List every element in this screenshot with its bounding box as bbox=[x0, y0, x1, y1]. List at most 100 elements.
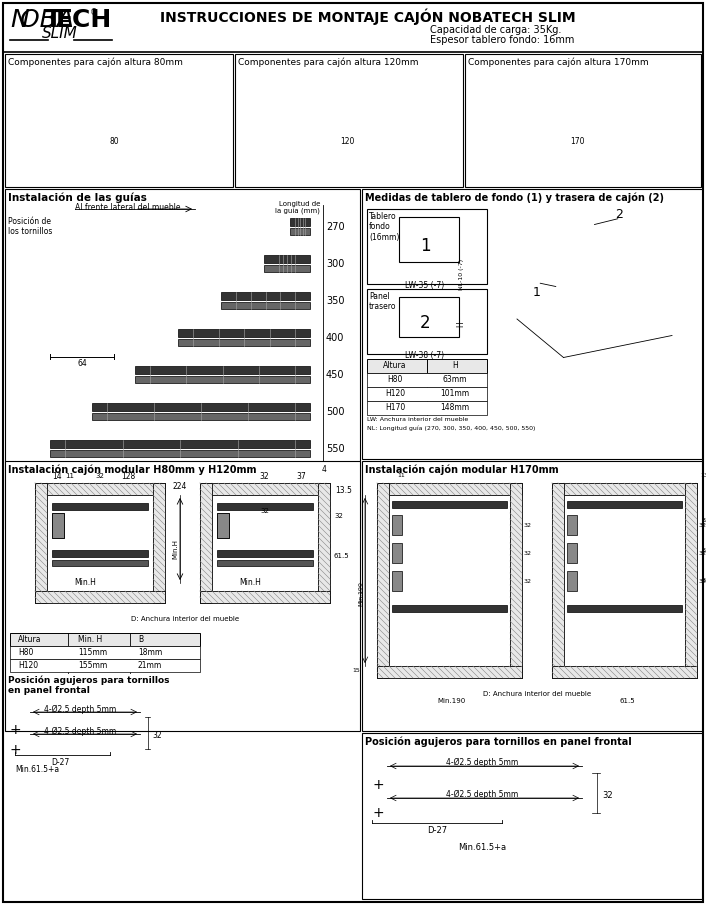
Polygon shape bbox=[264, 84, 270, 108]
Bar bbox=[367, 209, 487, 284]
Text: H80: H80 bbox=[18, 648, 33, 657]
Circle shape bbox=[56, 442, 60, 446]
Circle shape bbox=[282, 220, 286, 224]
Circle shape bbox=[300, 230, 304, 233]
Polygon shape bbox=[260, 67, 335, 82]
Text: 15: 15 bbox=[352, 668, 360, 673]
Bar bbox=[377, 483, 389, 678]
Bar bbox=[35, 483, 47, 603]
Bar bbox=[377, 483, 522, 495]
Circle shape bbox=[112, 415, 116, 419]
Bar bbox=[217, 503, 313, 510]
Polygon shape bbox=[30, 74, 105, 89]
Circle shape bbox=[300, 452, 304, 456]
Bar bbox=[217, 513, 229, 538]
Circle shape bbox=[290, 230, 294, 233]
Bar bbox=[318, 483, 330, 603]
Circle shape bbox=[288, 331, 292, 335]
Circle shape bbox=[294, 452, 298, 456]
Text: Min.61.5+a: Min.61.5+a bbox=[458, 843, 506, 852]
Text: LW-38 (-7): LW-38 (-7) bbox=[405, 351, 444, 360]
Text: +: + bbox=[9, 723, 20, 737]
Text: 61.5: 61.5 bbox=[334, 553, 349, 559]
Circle shape bbox=[288, 257, 292, 261]
Bar bbox=[399, 297, 459, 337]
Text: +: + bbox=[372, 778, 383, 792]
Circle shape bbox=[141, 378, 145, 382]
Text: 300: 300 bbox=[326, 259, 345, 269]
Circle shape bbox=[54, 522, 62, 530]
Text: 4-Ø2.5 depth 5mm: 4-Ø2.5 depth 5mm bbox=[44, 705, 116, 714]
Circle shape bbox=[294, 267, 298, 271]
Text: N: N bbox=[10, 8, 29, 32]
Bar bbox=[392, 515, 402, 535]
Text: H120: H120 bbox=[385, 389, 405, 398]
Bar bbox=[200, 483, 212, 603]
Polygon shape bbox=[495, 84, 510, 142]
Text: 224: 224 bbox=[173, 482, 187, 491]
Text: LW: Anchura interior del mueble: LW: Anchura interior del mueble bbox=[367, 417, 468, 422]
Circle shape bbox=[288, 368, 292, 372]
Polygon shape bbox=[35, 145, 100, 155]
Circle shape bbox=[56, 452, 60, 456]
Circle shape bbox=[300, 405, 304, 409]
Polygon shape bbox=[495, 132, 565, 147]
Text: 4: 4 bbox=[322, 465, 327, 474]
Circle shape bbox=[290, 378, 294, 382]
Circle shape bbox=[159, 368, 163, 372]
Text: 500: 500 bbox=[326, 407, 345, 417]
Text: Capacidad de carga: 35Kg.: Capacidad de carga: 35Kg. bbox=[430, 25, 561, 35]
Text: 4-Ø2.5 depth 5mm: 4-Ø2.5 depth 5mm bbox=[446, 758, 518, 767]
Polygon shape bbox=[517, 197, 672, 258]
Text: 128: 128 bbox=[121, 472, 135, 481]
Bar bbox=[52, 503, 148, 510]
Text: 32: 32 bbox=[602, 791, 613, 800]
Text: Posición agujeros para tornillos
en panel frontal: Posición agujeros para tornillos en pane… bbox=[8, 675, 169, 695]
Circle shape bbox=[198, 405, 203, 409]
Circle shape bbox=[306, 230, 310, 233]
Text: Min.190: Min.190 bbox=[358, 581, 363, 605]
Bar bbox=[10, 659, 200, 672]
Circle shape bbox=[290, 452, 294, 456]
Bar bbox=[217, 560, 313, 566]
Text: D: Anchura interior del mueble: D: Anchura interior del mueble bbox=[131, 616, 239, 622]
Bar bbox=[362, 733, 702, 899]
Circle shape bbox=[62, 442, 66, 446]
Bar bbox=[221, 292, 310, 300]
Text: 2: 2 bbox=[615, 208, 623, 221]
Circle shape bbox=[393, 577, 401, 585]
Circle shape bbox=[276, 257, 280, 261]
Text: 18mm: 18mm bbox=[138, 648, 162, 657]
Bar bbox=[377, 666, 522, 678]
Text: H80: H80 bbox=[388, 375, 402, 384]
Text: 32: 32 bbox=[260, 508, 269, 514]
Bar bbox=[217, 513, 229, 538]
Polygon shape bbox=[517, 219, 563, 357]
Circle shape bbox=[198, 341, 202, 345]
Bar bbox=[235, 54, 463, 187]
Bar bbox=[367, 289, 487, 354]
Text: Espesor tablero fondo: 16mm: Espesor tablero fondo: 16mm bbox=[430, 35, 575, 45]
Bar bbox=[200, 483, 330, 495]
Bar bbox=[465, 54, 701, 187]
Circle shape bbox=[294, 220, 298, 224]
Bar bbox=[552, 483, 697, 495]
Circle shape bbox=[300, 331, 304, 335]
Bar bbox=[367, 373, 487, 387]
Text: 350: 350 bbox=[326, 296, 345, 306]
Circle shape bbox=[308, 220, 312, 224]
Circle shape bbox=[300, 304, 304, 308]
Text: Medidas de tablero de fondo (1) y trasera de cajón (2): Medidas de tablero de fondo (1) y traser… bbox=[365, 192, 664, 203]
Polygon shape bbox=[494, 84, 500, 113]
Circle shape bbox=[237, 304, 241, 308]
Polygon shape bbox=[490, 74, 565, 89]
Text: ®: ® bbox=[90, 8, 98, 17]
Circle shape bbox=[282, 442, 286, 446]
Circle shape bbox=[294, 405, 298, 409]
Circle shape bbox=[280, 267, 284, 271]
Circle shape bbox=[294, 230, 298, 233]
Text: 32: 32 bbox=[702, 518, 706, 523]
Bar bbox=[135, 376, 310, 383]
Text: Componentes para cajón altura 120mm: Componentes para cajón altura 120mm bbox=[238, 57, 419, 66]
Circle shape bbox=[300, 257, 304, 261]
